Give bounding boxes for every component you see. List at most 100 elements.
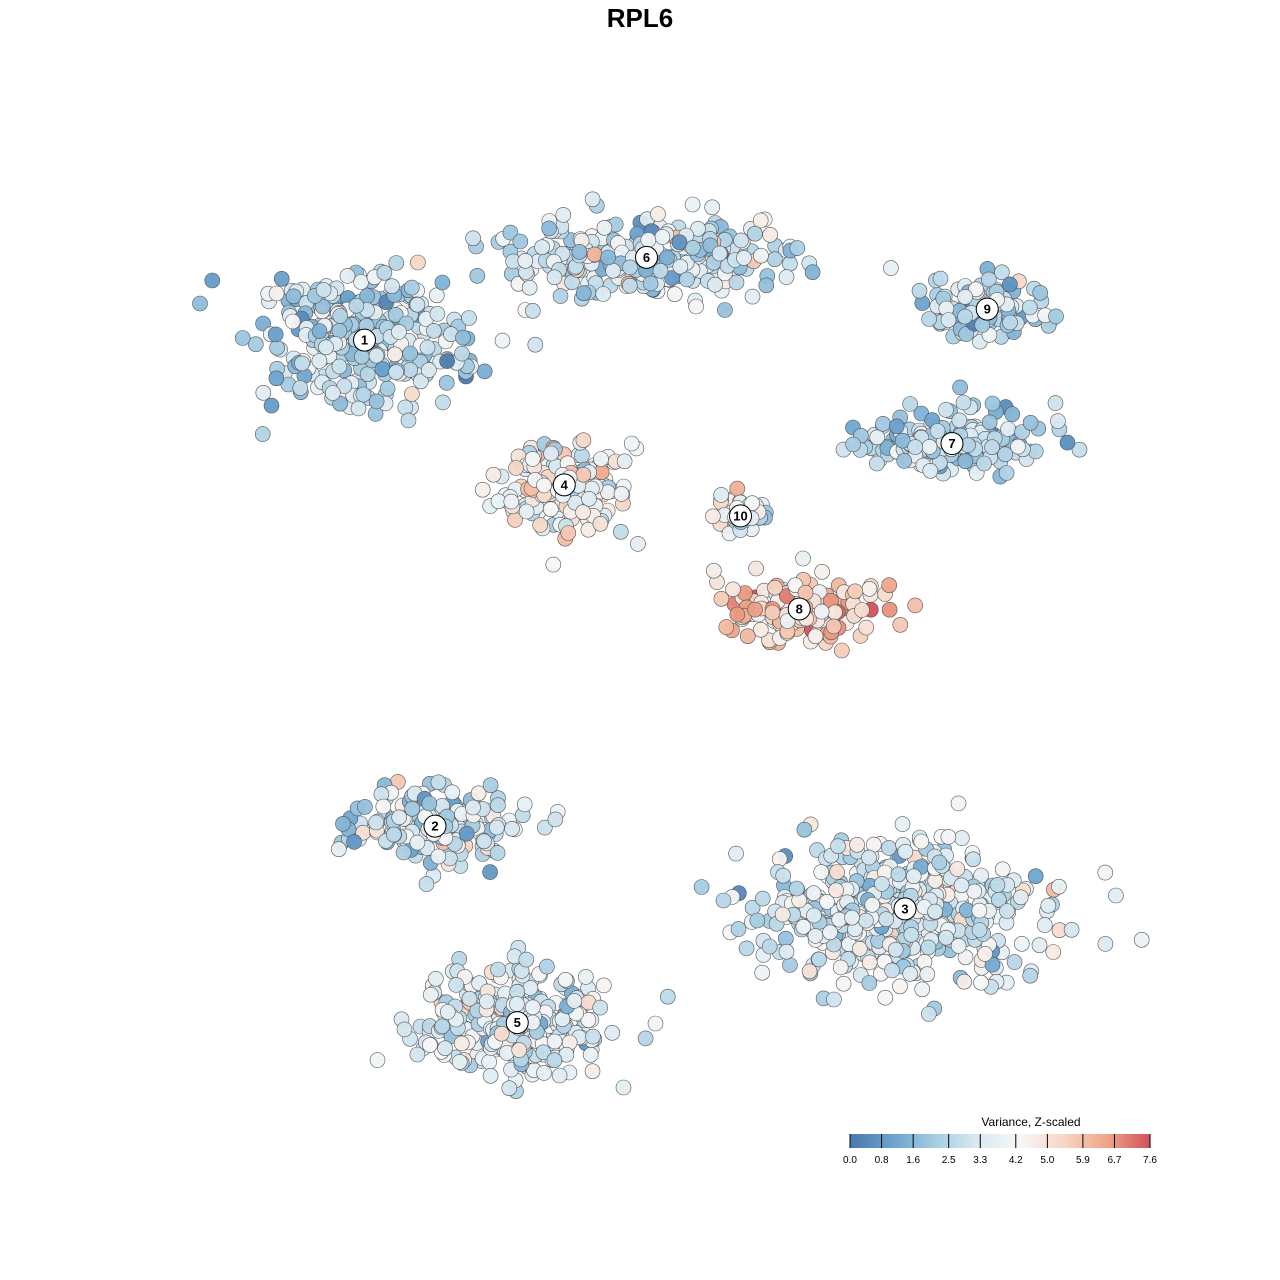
data-point — [541, 220, 557, 237]
data-point — [861, 580, 878, 597]
legend-tick-label: 7.6 — [1143, 1155, 1157, 1166]
data-point — [622, 277, 638, 294]
data-point — [922, 462, 939, 479]
data-point — [861, 849, 877, 866]
data-point — [622, 259, 638, 276]
data-point — [294, 355, 310, 372]
data-point — [582, 1047, 599, 1063]
data-point — [1006, 954, 1023, 970]
points-layer — [192, 191, 1150, 1099]
data-point — [767, 251, 783, 268]
data-point — [248, 336, 264, 353]
data-point — [402, 345, 418, 362]
data-point — [516, 796, 533, 813]
data-point — [592, 999, 609, 1016]
legend-colorbar — [850, 1134, 1150, 1148]
data-point — [775, 867, 792, 884]
data-point — [593, 451, 609, 467]
data-point — [1027, 443, 1044, 460]
data-point — [535, 1044, 552, 1061]
data-point — [851, 940, 868, 957]
data-point — [929, 423, 946, 439]
data-point — [1013, 935, 1030, 952]
data-point — [833, 642, 850, 659]
data-point — [555, 207, 572, 223]
cluster-label-badge — [975, 297, 999, 321]
data-point — [1051, 878, 1067, 895]
data-point — [806, 907, 822, 924]
data-point — [764, 604, 781, 621]
data-point — [704, 199, 721, 216]
data-point — [285, 288, 302, 305]
data-point — [284, 313, 301, 330]
data-point — [844, 909, 860, 926]
data-point — [997, 446, 1014, 463]
data-point — [476, 833, 492, 850]
data-point — [346, 834, 362, 850]
data-point — [685, 240, 701, 256]
data-point — [269, 339, 285, 356]
cluster-label: 4 — [561, 477, 569, 492]
data-point — [584, 191, 601, 208]
data-point — [234, 330, 251, 346]
data-point — [877, 989, 894, 1006]
data-point — [481, 1054, 498, 1070]
data-point — [546, 1033, 563, 1050]
data-point — [730, 921, 747, 937]
data-point — [858, 912, 874, 929]
data-point — [938, 929, 954, 946]
data-point — [950, 938, 967, 954]
data-point — [454, 345, 470, 362]
data-point — [391, 809, 408, 826]
data-point — [822, 924, 838, 941]
data-point — [717, 302, 733, 318]
data-point — [654, 229, 671, 245]
data-point — [788, 880, 805, 897]
data-point — [348, 297, 365, 314]
data-point — [1000, 421, 1016, 437]
data-point — [400, 412, 417, 429]
data-point — [330, 841, 347, 858]
data-point — [971, 922, 988, 938]
data-point — [267, 326, 284, 343]
data-point — [268, 285, 285, 302]
data-point — [729, 606, 746, 623]
data-point — [671, 234, 688, 250]
cluster-label-badge — [893, 897, 917, 921]
data-point — [461, 310, 477, 326]
data-point — [331, 322, 348, 339]
data-point — [581, 490, 597, 507]
data-point — [592, 515, 609, 532]
data-point — [357, 799, 373, 815]
data-point — [789, 240, 806, 256]
data-point — [584, 1063, 601, 1079]
data-point — [652, 262, 669, 279]
data-point — [604, 1025, 621, 1041]
data-point — [718, 619, 735, 635]
data-point — [1004, 406, 1021, 422]
data-point — [332, 395, 348, 412]
data-point — [534, 239, 550, 255]
data-point — [418, 876, 435, 892]
data-point — [845, 436, 861, 453]
data-point — [532, 517, 549, 533]
data-point — [488, 819, 505, 836]
data-point — [767, 579, 783, 596]
legend-tick-label: 4.2 — [1009, 1155, 1023, 1166]
data-point — [263, 397, 280, 414]
data-point — [192, 295, 208, 312]
data-point — [748, 560, 764, 577]
data-point — [453, 1035, 470, 1052]
data-point — [976, 455, 992, 472]
data-point — [921, 311, 938, 327]
data-point — [888, 418, 905, 435]
data-point — [255, 315, 271, 332]
data-point — [1050, 413, 1066, 429]
data-point — [796, 821, 813, 838]
data-point — [688, 298, 704, 315]
data-point — [728, 274, 745, 291]
data-point — [903, 926, 920, 943]
data-point — [744, 288, 761, 305]
data-point — [404, 800, 421, 817]
data-point — [575, 285, 592, 302]
